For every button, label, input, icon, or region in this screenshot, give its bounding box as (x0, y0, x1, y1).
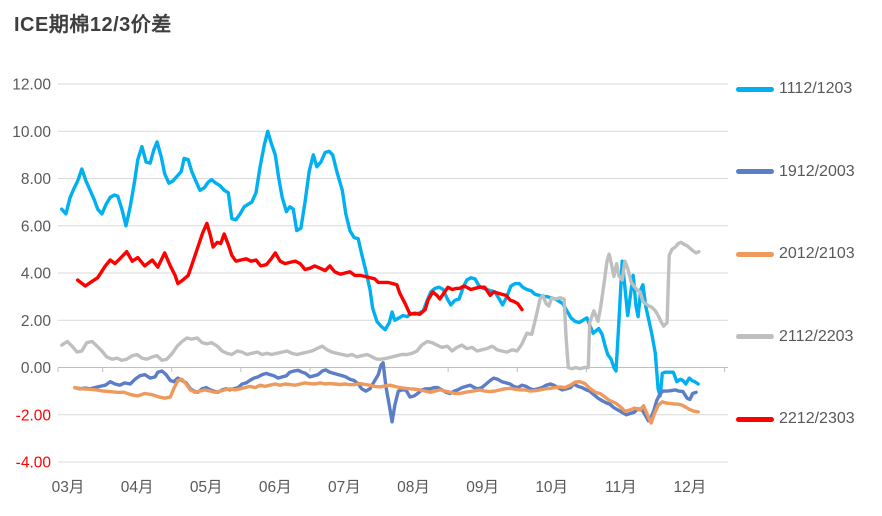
y-tick-label: 6.00 (21, 218, 52, 235)
y-tick-label: 8.00 (21, 171, 52, 188)
x-tick-label: 07月 (328, 479, 361, 496)
y-axis-labels: 12.00 10.00 8.00 6.00 4.00 2.00 0.00 -2.00 -4.00 (12, 77, 51, 472)
legend-label: 1112/1203 (779, 80, 853, 97)
x-tick-label: 06月 (259, 479, 292, 496)
legend-item-2012-2103: 2012/2103 (736, 243, 874, 265)
series-line-1112-1203 (60, 129, 700, 398)
y-tick-label: -4.00 (16, 455, 52, 472)
x-tick-label: 11月 (605, 479, 637, 496)
y-tick-label: 10.00 (12, 124, 51, 141)
legend-line-icon (736, 334, 774, 339)
y-tick-label: 12.00 (12, 77, 51, 94)
x-tick-label: 08月 (397, 479, 430, 496)
legend-line-icon (736, 416, 774, 422)
legend-label: 2112/2203 (779, 327, 854, 345)
series-lines (60, 129, 701, 425)
y-tick-label: 0.00 (21, 360, 52, 377)
legend-label: 2212/2303 (779, 410, 855, 427)
legend: 1112/1203 1912/2003 2012/2103 2112/2203 2212… (736, 78, 874, 430)
x-tick-label: 05月 (190, 479, 223, 496)
y-tick-label: 4.00 (21, 266, 52, 283)
y-tick-label: -2.00 (16, 407, 52, 424)
legend-line-icon (736, 169, 774, 174)
legend-label: 1912/2003 (779, 162, 855, 180)
legend-label: 2012/2103 (779, 245, 855, 262)
x-axis-labels: 03月 04月 05月 06月 07月 08月 09月 10月 11月 12月 (52, 479, 707, 496)
x-tick-label: 10月 (535, 479, 568, 496)
legend-item-1912-2003: 1912/2003 (736, 161, 874, 183)
chart-title: ICE期棉12/3价差 (14, 14, 172, 36)
series-line-2212-2303 (75, 221, 524, 316)
x-tick-label: 04月 (121, 479, 154, 496)
legend-item-2212-2303: 2212/2303 (736, 408, 874, 430)
x-tick-label: 03月 (52, 479, 85, 496)
legend-line-icon (736, 86, 774, 92)
x-tick-label: 12月 (674, 479, 707, 496)
legend-item-2112-2203: 2112/2203 (736, 326, 874, 348)
x-tick-label: 09月 (466, 479, 499, 496)
legend-line-icon (736, 251, 774, 257)
series-line-2112-2203 (60, 240, 701, 371)
legend-item-1112-1203: 1112/1203 (736, 78, 874, 100)
series-line-2012-2103 (73, 377, 700, 425)
series-line-1912-2003 (73, 361, 698, 424)
y-tick-label: 2.00 (21, 313, 52, 330)
